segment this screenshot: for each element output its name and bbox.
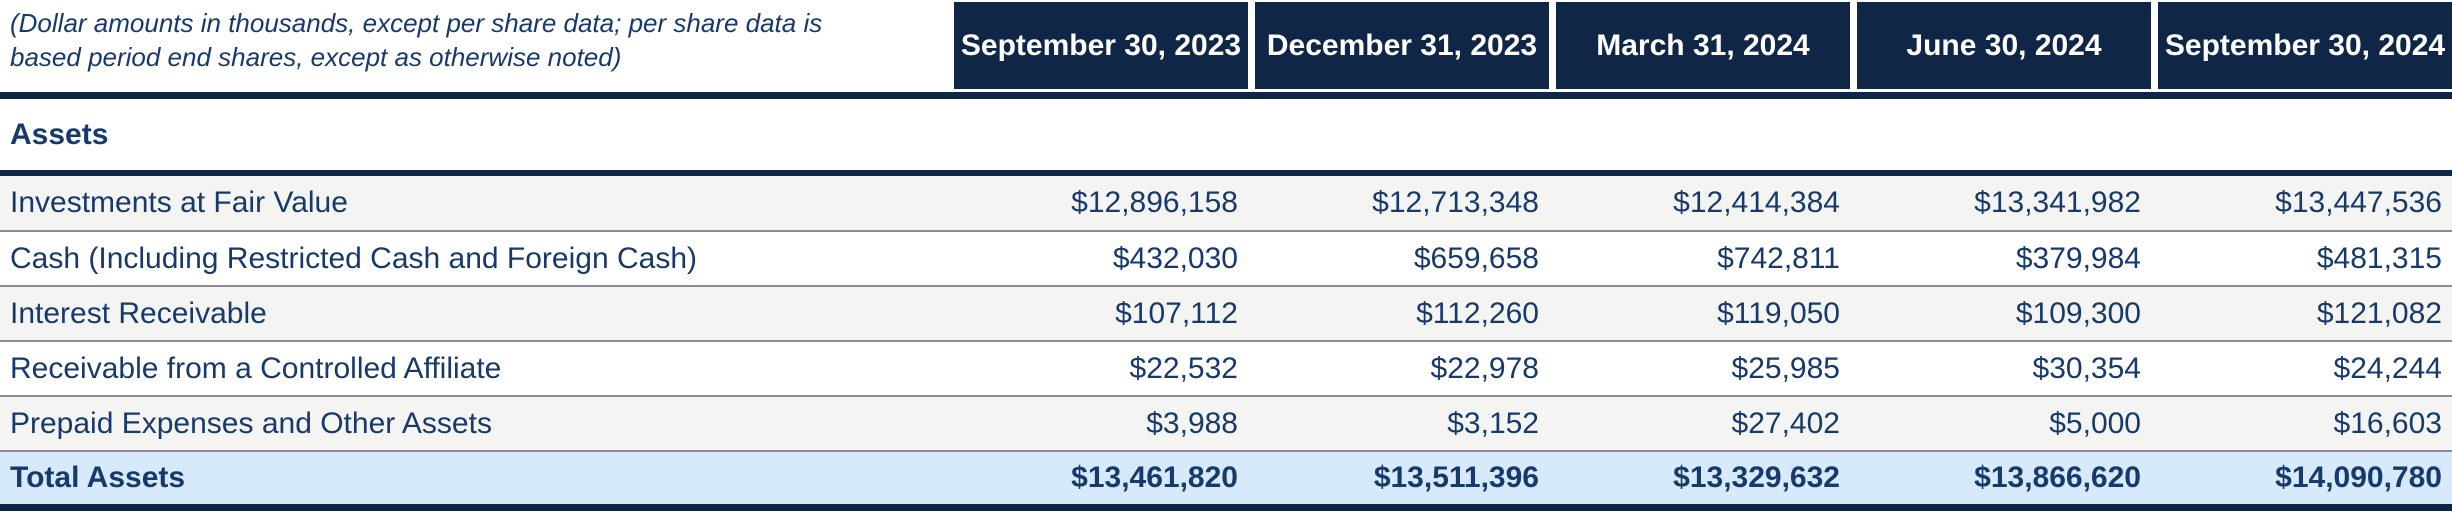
header-divider-rule	[0, 92, 2452, 99]
total-row-value: $13,461,820	[1071, 461, 1238, 494]
row-value: $24,244	[2333, 351, 2442, 385]
row-value: $109,300	[2015, 296, 2141, 330]
row-value: $3,988	[1146, 406, 1238, 440]
row-value: $22,532	[1129, 351, 1238, 385]
total-row-value: $13,866,620	[1974, 461, 2141, 494]
row-value: $12,414,384	[1673, 186, 1840, 219]
row-value: $16,603	[2333, 406, 2442, 440]
row-value: $22,978	[1430, 351, 1539, 385]
row-value: $481,315	[2316, 241, 2442, 275]
row-value: $742,811	[1717, 241, 1840, 275]
column-header-mar-31-2024: March 31, 2024	[1556, 2, 1850, 89]
row-value: $112,260	[1416, 296, 1539, 330]
total-row-value: $13,511,396	[1373, 461, 1539, 494]
column-header-sep-30-2024: September 30, 2024	[2158, 2, 2452, 89]
table-header-row: (Dollar amounts in thousands, except per…	[0, 0, 2452, 92]
row-label: Investments at Fair Value	[10, 186, 348, 219]
row-value: $30,354	[2032, 351, 2141, 385]
row-value: $121,082	[2316, 296, 2442, 330]
column-header-dec-31-2023: December 31, 2023	[1255, 2, 1549, 89]
table-note-line-2: based period end shares, except as other…	[10, 42, 622, 73]
row-value: $12,896,158	[1071, 186, 1238, 219]
table-row-prepaid-expenses: Prepaid Expenses and Other Assets $3,988…	[0, 395, 2452, 450]
table-row-investments: Investments at Fair Value $12,896,158 $1…	[0, 176, 2452, 230]
row-value: $119,050	[1717, 296, 1840, 330]
table-row-cash: Cash (Including Restricted Cash and Fore…	[0, 230, 2452, 285]
table-row-total-assets: Total Assets $13,461,820 $13,511,396 $13…	[0, 450, 2452, 511]
row-value: $379,984	[2015, 241, 2141, 275]
row-value: $432,030	[1112, 241, 1238, 275]
row-value: $3,152	[1447, 406, 1539, 440]
column-header-jun-30-2024: June 30, 2024	[1857, 2, 2151, 89]
row-value: $107,112	[1115, 296, 1238, 330]
row-label: Interest Receivable	[10, 296, 267, 330]
table-row-interest-receivable: Interest Receivable $107,112 $112,260 $1…	[0, 285, 2452, 340]
row-value: $5,000	[2049, 406, 2141, 440]
total-row-value: $14,090,780	[2275, 461, 2442, 494]
row-value: $27,402	[1731, 406, 1840, 440]
row-value: $659,658	[1413, 241, 1539, 275]
row-label: Receivable from a Controlled Affiliate	[10, 351, 502, 385]
row-value: $13,341,982	[1974, 186, 2141, 219]
column-header-sep-30-2023: September 30, 2023	[954, 2, 1248, 89]
row-value: $13,447,536	[2275, 186, 2442, 219]
row-label: Prepaid Expenses and Other Assets	[10, 406, 492, 440]
total-row-value: $13,329,632	[1673, 461, 1840, 494]
table-note-line-1: (Dollar amounts in thousands, except per…	[10, 8, 823, 38]
section-title: Assets	[10, 117, 109, 151]
section-divider-rule	[0, 170, 2452, 176]
row-label: Cash (Including Restricted Cash and Fore…	[10, 241, 697, 275]
row-value: $25,985	[1731, 351, 1840, 385]
total-row-label: Total Assets	[10, 461, 186, 494]
table-note: (Dollar amounts in thousands, except per…	[0, 0, 947, 92]
table-row-receivable-affiliate: Receivable from a Controlled Affiliate $…	[0, 340, 2452, 395]
row-value: $12,713,348	[1372, 186, 1539, 219]
section-row-assets: Assets	[0, 99, 2452, 170]
